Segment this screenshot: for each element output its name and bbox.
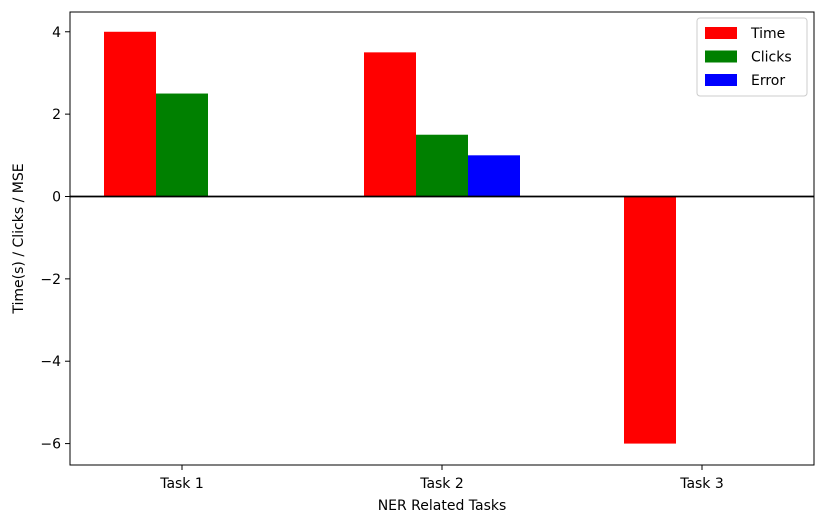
x-axis-ticks: Task 1 Task 2 Task 3 [159, 465, 724, 492]
y-tick-label: 0 [52, 189, 61, 205]
y-tick-label: 4 [52, 25, 61, 41]
y-tick-label: −4 [40, 354, 61, 370]
y-tick-label: −2 [40, 272, 61, 288]
y-tick-label: 2 [52, 107, 61, 123]
bar-time-3 [624, 196, 676, 444]
bar-clicks-1 [156, 93, 208, 197]
legend-label-time: Time [750, 26, 785, 42]
legend-swatch-clicks [705, 50, 737, 63]
legend-swatch-error [705, 74, 737, 86]
x-axis-label: NER Related Tasks [378, 498, 507, 514]
legend-swatch-time [705, 27, 737, 39]
bars-group [104, 31, 676, 444]
y-axis-ticks: 4 2 0 −2 −4 −6 [40, 25, 70, 453]
x-tick-label: Task 3 [679, 476, 724, 492]
legend-label-clicks: Clicks [751, 50, 792, 66]
bar-time-1 [104, 31, 156, 197]
y-tick-label: −6 [40, 437, 61, 453]
bar-error-2 [468, 155, 520, 197]
x-tick-label: Task 2 [419, 476, 464, 492]
bar-clicks-2 [416, 134, 468, 197]
y-axis-label: Time(s) / Clicks / MSE [11, 163, 27, 314]
bar-time-2 [364, 52, 416, 197]
x-tick-label: Task 1 [159, 476, 204, 492]
legend: Time Clicks Error [696, 17, 808, 97]
legend-label-error: Error [751, 73, 785, 89]
